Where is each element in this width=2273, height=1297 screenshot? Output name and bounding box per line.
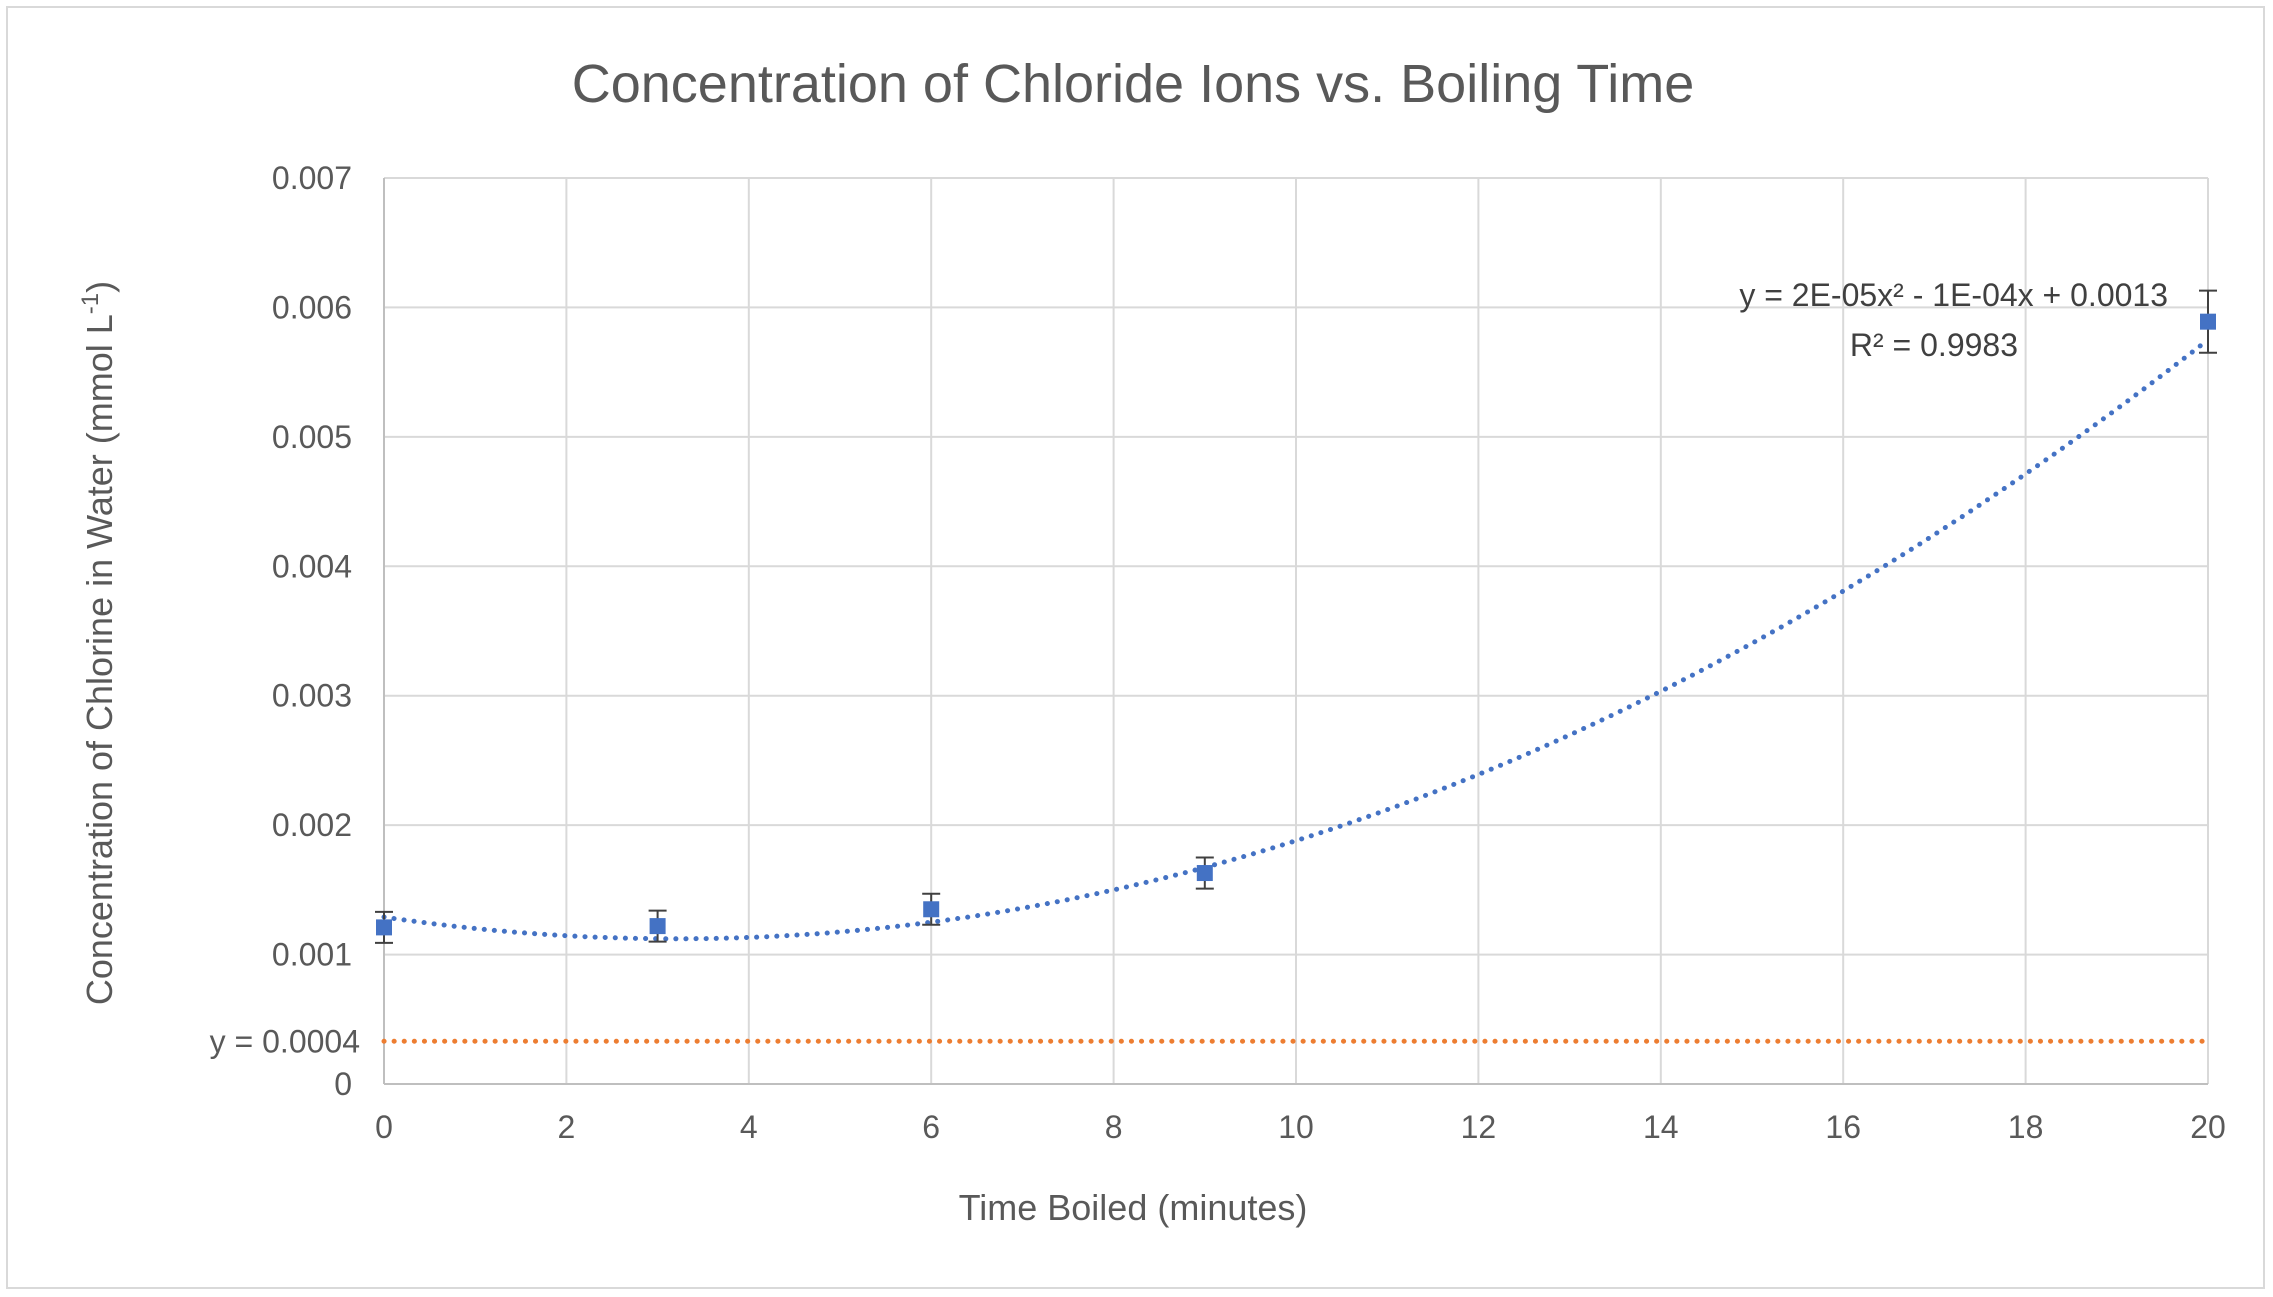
y-tick-label: 0.006 <box>272 289 352 325</box>
y-axis-title: Concentration of Chlorine in Water (mmol… <box>77 281 120 1005</box>
y-tick-label: 0 <box>334 1066 352 1102</box>
trendline-equation: y = 2E-05x² - 1E-04x + 0.0013 <box>1739 277 2168 313</box>
y-axis-title-end: ) <box>79 281 120 293</box>
x-tick-label: 6 <box>922 1109 940 1145</box>
y-tick-label: 0.002 <box>272 807 352 843</box>
y-axis-title-superscript: -1 <box>77 293 104 314</box>
y-tick-label: 0.005 <box>272 419 352 455</box>
x-tick-label: 10 <box>1278 1109 1314 1145</box>
data-point <box>376 919 392 936</box>
y-tick-label: 0.003 <box>272 678 352 714</box>
data-point <box>1196 865 1213 882</box>
trendline-group <box>381 337 2211 942</box>
reference-line-label: y = 0.0004 <box>210 1023 360 1059</box>
trendline <box>381 337 2211 942</box>
x-tick-label: 2 <box>558 1109 576 1145</box>
x-axis-title: Time Boiled (minutes) <box>959 1187 1308 1228</box>
y-axis-title-main: Concentration of Chlorine in Water (mmol… <box>79 314 120 1005</box>
y-tick-label: 0.001 <box>272 937 352 973</box>
y-tick-label: 0.004 <box>272 548 352 584</box>
data-point <box>2200 313 2216 330</box>
data-points <box>376 313 2216 936</box>
x-tick-label: 14 <box>1643 1109 1679 1145</box>
x-tick-label: 0 <box>375 1109 393 1145</box>
x-tick-label: 8 <box>1105 1109 1123 1145</box>
trendline-r-squared: R² = 0.9983 <box>1850 327 2018 363</box>
y-tick-labels: 0 0.001 0.002 0.003 0.004 0.005 0.006 0.007 <box>272 160 352 1102</box>
x-tick-label: 4 <box>740 1109 758 1145</box>
chart-svg: Concentration of Chloride Ions vs. Boili… <box>77 54 2226 1228</box>
x-tick-label: 20 <box>2190 1109 2226 1145</box>
x-tick-label: 12 <box>1461 1109 1497 1145</box>
chart-frame: Concentration of Chloride Ions vs. Boili… <box>6 6 2265 1289</box>
data-point <box>649 918 666 935</box>
x-tick-label: 18 <box>2008 1109 2044 1145</box>
chart-title: Concentration of Chloride Ions vs. Boili… <box>572 54 1695 114</box>
x-tick-labels: 0 2 4 6 8 10 12 14 16 18 20 <box>375 1109 2226 1145</box>
grid-lines <box>384 177 2209 1084</box>
y-tick-label: 0.007 <box>272 160 352 196</box>
x-tick-label: 16 <box>1825 1109 1861 1145</box>
data-point <box>923 901 940 918</box>
